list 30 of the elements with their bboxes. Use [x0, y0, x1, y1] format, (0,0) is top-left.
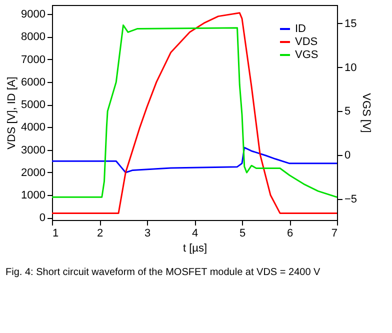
y2-axis-title: VGS [V] [360, 93, 372, 133]
x-tick-label: 7 [331, 228, 338, 240]
y2-tick-label: −5 [344, 193, 358, 206]
x-tick-label: 3 [144, 228, 151, 240]
y2-tick-label: 0 [344, 150, 351, 162]
legend-label: VGS [295, 49, 318, 61]
y-axis-title: VDS [V], ID [A] [6, 76, 18, 150]
x-tick-label: 1 [52, 228, 59, 240]
y-tick-label: 2000 [21, 166, 46, 179]
x-tick-label: 4 [192, 228, 198, 240]
y-tick-label: 0 [39, 212, 46, 224]
x-axis-title: t [µs] [182, 242, 208, 254]
y-tick-label: 9000 [21, 8, 46, 21]
y2-tick-label: 5 [344, 106, 351, 118]
legend-label: VDS [295, 36, 318, 48]
line-series [52, 146, 337, 174]
y-tick-label: 8000 [21, 31, 46, 44]
x-tick-label: 6 [286, 228, 294, 240]
y-tick-label: 3000 [21, 144, 46, 156]
y-tick-label: 1000 [21, 190, 46, 202]
y-tick-label: 5000 [21, 99, 46, 112]
legend-label: ID [295, 23, 306, 35]
y-tick-label: 4000 [21, 122, 46, 134]
y-tick-label: 6000 [21, 76, 46, 88]
caption: Fig. 4: Short circuit waveform of the MOSFET module at VDS = 2400 V [6, 267, 321, 278]
y2-tick-label: 15 [344, 18, 357, 30]
y-tick-label: 7000 [21, 54, 46, 66]
x-tick-label: 5 [239, 228, 246, 240]
y2-tick-label: 10 [344, 62, 357, 74]
x-tick-label: 2 [96, 228, 104, 240]
